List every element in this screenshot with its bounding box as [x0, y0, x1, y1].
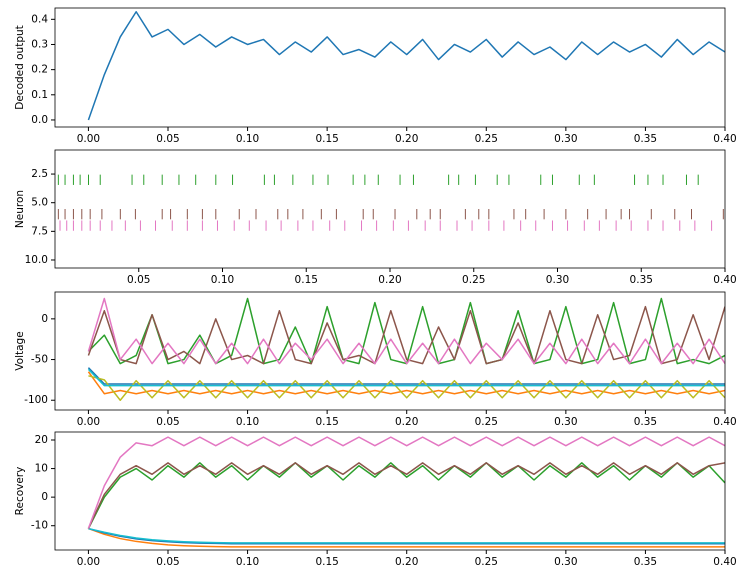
y-tick-label: -10 [31, 520, 48, 532]
x-tick-label: 0.00 [77, 556, 100, 568]
x-tick-label: 0.00 [77, 133, 100, 145]
axes-frame [54, 291, 726, 411]
x-tick-label: 0.30 [554, 556, 577, 568]
line [87, 11, 725, 121]
line [88, 527, 725, 548]
y-tick-label: 20 [35, 434, 48, 446]
x-tick-label: 0.25 [475, 133, 498, 145]
line [88, 527, 725, 545]
x-tick-label: 0.35 [634, 556, 657, 568]
y-tick-label: 0.4 [31, 13, 48, 25]
axes-frame [54, 7, 726, 128]
x-tick-label: 0.10 [236, 133, 259, 145]
x-tick-label: 0.15 [315, 556, 338, 568]
y-axis-label: Voltage [14, 331, 26, 370]
y-tick-label: 0.1 [31, 89, 48, 101]
y-axis-label: Neuron [14, 190, 26, 228]
line [87, 297, 725, 365]
subplot: 0.00 0.05 0.10 0.15 0.20 0.25 0.30 0.35 0.40 -100… [14, 291, 737, 428]
subplot: 0.00 0.05 0.10 0.15 0.20 0.25 0.30 0.35 0.40 -10 0… [14, 431, 737, 568]
y-tick-label: -50 [31, 354, 48, 366]
y-tick-label: 0.3 [31, 38, 48, 50]
x-tick-label: 0.20 [395, 133, 418, 145]
y-tick-label: 10.0 [25, 254, 48, 266]
x-tick-label: 0.20 [378, 274, 401, 286]
plot-area [87, 11, 725, 121]
x-tick-label: 0.40 [713, 133, 736, 145]
x-tick-label: 0.30 [554, 416, 577, 428]
subplot: 0.05 0.10 0.15 0.20 0.25 0.30 0.35 0.40 2.5 5.0 7.… [14, 149, 737, 286]
axes-frame [54, 149, 726, 269]
axes-frame [54, 431, 726, 551]
y-axis-label: Recovery [14, 467, 26, 516]
line [87, 367, 725, 385]
x-tick-label: 0.15 [315, 416, 338, 428]
y-tick-label: -100 [24, 394, 48, 406]
x-tick-label: 0.40 [713, 416, 736, 428]
line [87, 462, 725, 529]
x-tick-label: 0.25 [475, 556, 498, 568]
y-tick-label: 5.0 [31, 197, 48, 209]
y-tick-label: 7.5 [31, 225, 48, 237]
x-tick-label: 0.05 [127, 274, 150, 286]
x-tick-label: 0.30 [554, 133, 577, 145]
y-tick-label: 0 [41, 491, 48, 503]
line [88, 375, 725, 401]
x-tick-label: 0.15 [315, 133, 338, 145]
y-tick-label: 0 [41, 313, 48, 325]
x-tick-label: 0.20 [395, 416, 418, 428]
x-tick-label: 0.35 [630, 274, 653, 286]
x-tick-label: 0.40 [713, 556, 736, 568]
y-axis-label: Decoded output [14, 25, 26, 110]
x-tick-label: 0.00 [77, 416, 100, 428]
line [87, 371, 725, 395]
x-tick-label: 0.10 [236, 556, 259, 568]
x-tick-label: 0.05 [156, 416, 179, 428]
line [88, 527, 725, 544]
subplot: 0.00 0.05 0.10 0.15 0.20 0.25 0.30 0.35 0.40 0.0 0… [14, 7, 737, 145]
x-tick-label: 0.30 [546, 274, 569, 286]
x-tick-label: 0.20 [395, 556, 418, 568]
line [87, 368, 725, 387]
x-tick-label: 0.10 [236, 416, 259, 428]
line [87, 462, 725, 529]
x-tick-label: 0.40 [713, 274, 736, 286]
plot-area [87, 297, 725, 401]
x-tick-label: 0.25 [462, 274, 485, 286]
line [87, 305, 725, 365]
y-tick-label: 2.5 [31, 168, 48, 180]
plot-area [87, 436, 725, 548]
x-tick-label: 0.15 [295, 274, 318, 286]
x-tick-label: 0.05 [156, 133, 179, 145]
y-tick-label: 0.2 [31, 64, 48, 76]
x-tick-label: 0.05 [156, 556, 179, 568]
plot-area [57, 174, 724, 231]
y-tick-label: 0.0 [31, 114, 48, 126]
x-tick-label: 0.25 [475, 416, 498, 428]
x-tick-label: 0.10 [211, 274, 234, 286]
y-tick-label: 10 [35, 463, 48, 475]
x-tick-label: 0.35 [634, 133, 657, 145]
x-tick-label: 0.35 [634, 416, 657, 428]
line [87, 436, 725, 529]
